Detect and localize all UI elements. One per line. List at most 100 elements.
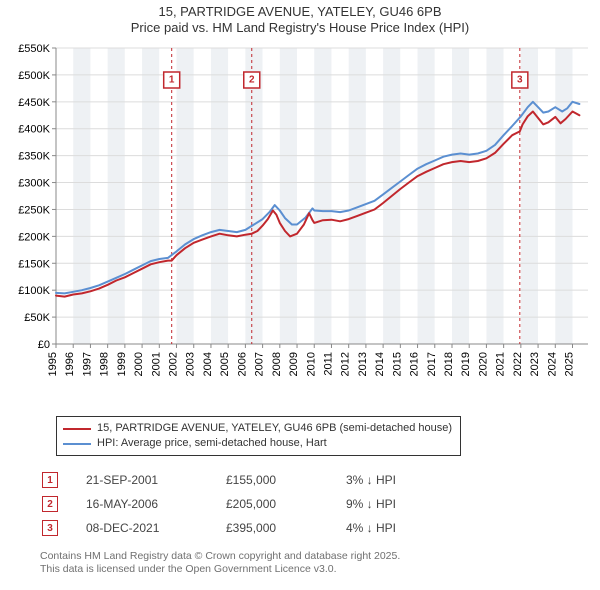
y-tick-label: £50K [24, 312, 50, 324]
year-band [349, 48, 366, 344]
sale-date: 21-SEP-2001 [86, 473, 226, 487]
sale-index-box: 2 [42, 496, 58, 512]
sale-row: 3 08-DEC-2021£395,0004% ↓ HPI [42, 516, 466, 540]
x-tick-label: 2023 [529, 352, 541, 376]
legend: 15, PARTRIDGE AVENUE, YATELEY, GU46 6PB … [56, 416, 461, 456]
x-tick-label: 1996 [64, 352, 76, 376]
x-tick-label: 2007 [254, 352, 266, 376]
sale-date: 08-DEC-2021 [86, 521, 226, 535]
legend-swatch [63, 443, 91, 445]
legend-swatch [63, 428, 91, 430]
x-tick-label: 2011 [322, 352, 334, 376]
attribution-line-1: Contains HM Land Registry data © Crown c… [40, 550, 400, 563]
y-tick-label: £350K [18, 151, 50, 163]
legend-label: HPI: Average price, semi-detached house,… [97, 436, 327, 451]
x-tick-label: 1997 [81, 352, 93, 376]
sale-delta: 3% ↓ HPI [346, 473, 466, 487]
year-band [177, 48, 194, 344]
title-main: 15, PARTRIDGE AVENUE, YATELEY, GU46 6PB [0, 4, 600, 20]
year-band [486, 48, 503, 344]
titles: 15, PARTRIDGE AVENUE, YATELEY, GU46 6PB … [0, 0, 600, 37]
year-band [56, 48, 73, 344]
year-band [142, 48, 159, 344]
sale-row: 1 21-SEP-2001£155,0003% ↓ HPI [42, 468, 466, 492]
title-sub: Price paid vs. HM Land Registry's House … [0, 20, 600, 36]
sale-index-box: 3 [42, 520, 58, 536]
x-tick-label: 2012 [340, 352, 352, 376]
y-tick-label: £400K [18, 124, 50, 136]
chart-area: £0 £50K £100K £150K £200K £250K £300K £350K £400… [0, 40, 600, 410]
x-tick-label: 2014 [374, 352, 386, 376]
x-tick-label: 1999 [116, 352, 128, 376]
year-band [400, 48, 417, 344]
sale-date: 16-MAY-2006 [86, 497, 226, 511]
x-tick-label: 2005 [219, 352, 231, 376]
y-tick-label: £550K [18, 43, 50, 55]
x-tick-label: 2024 [546, 352, 558, 376]
year-band [245, 48, 262, 344]
chart-svg: £0 £50K £100K £150K £200K £250K £300K £350K £400… [0, 40, 600, 410]
year-band [297, 48, 314, 344]
year-band [159, 48, 176, 344]
year-band [280, 48, 297, 344]
sale-delta: 9% ↓ HPI [346, 497, 466, 511]
year-band [108, 48, 125, 344]
x-tick-label: 2015 [391, 352, 403, 376]
x-tick-label: 2009 [288, 352, 300, 376]
year-band [263, 48, 280, 344]
y-tick-label: £450K [18, 97, 50, 109]
y-tick-label: £0 [38, 339, 50, 351]
x-tick-label: 2000 [133, 352, 145, 376]
sale-delta: 4% ↓ HPI [346, 521, 466, 535]
x-tick-label: 1998 [99, 352, 111, 376]
year-band [228, 48, 245, 344]
sale-price: £395,000 [226, 521, 346, 535]
y-tick-label: £500K [18, 70, 50, 82]
year-band [538, 48, 555, 344]
sale-price: £155,000 [226, 473, 346, 487]
sales-table: 1 21-SEP-2001£155,0003% ↓ HPI 2 16-MAY-2006… [42, 468, 466, 540]
year-band [194, 48, 211, 344]
x-tick-label: 2025 [564, 352, 576, 376]
year-band [331, 48, 348, 344]
attribution: Contains HM Land Registry data © Crown c… [40, 550, 400, 576]
sale-index-box: 1 [42, 472, 58, 488]
y-tick-label: £250K [18, 204, 50, 216]
year-band [469, 48, 486, 344]
x-tick-label: 2022 [512, 352, 524, 376]
legend-row: 15, PARTRIDGE AVENUE, YATELEY, GU46 6PB … [63, 421, 452, 436]
x-tick-label: 2001 [150, 352, 162, 376]
x-tick-label: 2020 [477, 352, 489, 376]
x-tick-label: 2017 [426, 352, 438, 376]
x-tick-label: 2016 [409, 352, 421, 376]
y-tick-label: £300K [18, 178, 50, 190]
sale-price: £205,000 [226, 497, 346, 511]
x-tick-label: 1995 [47, 352, 59, 376]
year-band [73, 48, 90, 344]
sale-marker-label: 1 [169, 75, 175, 86]
attribution-line-2: This data is licensed under the Open Gov… [40, 563, 400, 576]
year-band [521, 48, 538, 344]
x-tick-label: 2006 [236, 352, 248, 376]
year-band [90, 48, 107, 344]
year-band [573, 48, 588, 344]
sale-marker-label: 2 [249, 75, 255, 86]
year-band [211, 48, 228, 344]
x-tick-label: 2002 [168, 352, 180, 376]
sale-row: 2 16-MAY-2006£205,0009% ↓ HPI [42, 492, 466, 516]
x-tick-label: 2008 [271, 352, 283, 376]
legend-label: 15, PARTRIDGE AVENUE, YATELEY, GU46 6PB … [97, 421, 452, 436]
x-tick-label: 2019 [460, 352, 472, 376]
legend-row: HPI: Average price, semi-detached house,… [63, 436, 452, 451]
x-tick-label: 2018 [443, 352, 455, 376]
x-tick-label: 2010 [305, 352, 317, 376]
y-tick-label: £150K [18, 258, 50, 270]
root: 15, PARTRIDGE AVENUE, YATELEY, GU46 6PB … [0, 0, 600, 590]
year-band [452, 48, 469, 344]
year-band [314, 48, 331, 344]
y-tick-label: £100K [18, 285, 50, 297]
x-tick-label: 2021 [495, 352, 507, 376]
x-tick-label: 2003 [185, 352, 197, 376]
y-tick-label: £200K [18, 231, 50, 243]
x-tick-label: 2004 [202, 352, 214, 376]
